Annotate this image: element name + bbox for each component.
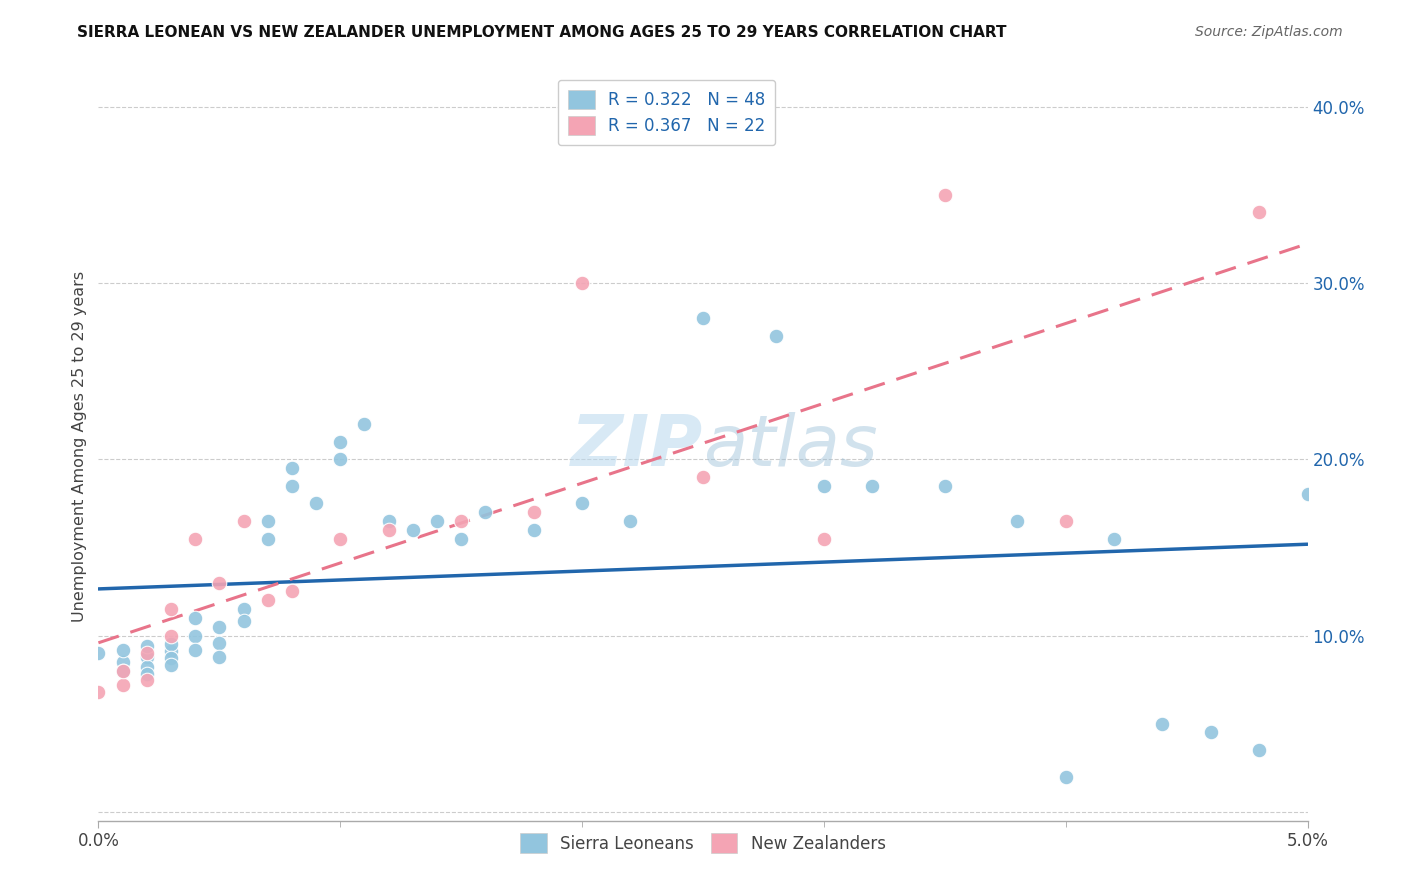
Point: [208, 620, 231, 634]
Point: [184, 628, 207, 642]
Point: [1152, 716, 1174, 731]
Point: [571, 496, 593, 510]
Point: [329, 434, 352, 449]
Point: [1054, 770, 1077, 784]
Point: [111, 655, 134, 669]
Point: [135, 649, 157, 664]
Point: [160, 628, 183, 642]
Point: [111, 664, 134, 678]
Point: [1249, 743, 1271, 757]
Point: [692, 470, 714, 484]
Point: [160, 644, 183, 658]
Point: [87, 646, 110, 660]
Point: [160, 651, 183, 665]
Point: [402, 523, 425, 537]
Legend: Sierra Leoneans, New Zealanders: Sierra Leoneans, New Zealanders: [512, 825, 894, 861]
Y-axis label: Unemployment Among Ages 25 to 29 years: Unemployment Among Ages 25 to 29 years: [72, 270, 87, 622]
Point: [692, 311, 714, 326]
Point: [934, 478, 956, 492]
Point: [765, 328, 787, 343]
Point: [256, 532, 278, 546]
Point: [353, 417, 375, 431]
Point: [329, 532, 352, 546]
Point: [232, 615, 254, 629]
Point: [160, 637, 183, 651]
Point: [135, 639, 157, 653]
Point: [1249, 205, 1271, 219]
Point: [1054, 514, 1077, 528]
Point: [426, 514, 449, 528]
Point: [934, 187, 956, 202]
Point: [523, 523, 546, 537]
Point: [377, 523, 399, 537]
Point: [329, 452, 352, 467]
Point: [377, 514, 399, 528]
Point: [860, 478, 883, 492]
Point: [450, 532, 472, 546]
Point: [208, 649, 231, 664]
Point: [813, 478, 835, 492]
Point: [184, 611, 207, 625]
Point: [111, 664, 134, 678]
Point: [281, 584, 304, 599]
Point: [256, 593, 278, 607]
Point: [474, 505, 496, 519]
Point: [281, 478, 304, 492]
Point: [135, 673, 157, 687]
Point: [135, 646, 157, 660]
Text: SIERRA LEONEAN VS NEW ZEALANDER UNEMPLOYMENT AMONG AGES 25 TO 29 YEARS CORRELATI: SIERRA LEONEAN VS NEW ZEALANDER UNEMPLOY…: [77, 25, 1007, 40]
Point: [111, 678, 134, 692]
Point: [450, 514, 472, 528]
Point: [160, 602, 183, 616]
Point: [160, 658, 183, 673]
Point: [1007, 514, 1029, 528]
Point: [619, 514, 641, 528]
Point: [208, 575, 231, 590]
Point: [305, 496, 328, 510]
Point: [111, 642, 134, 657]
Point: [87, 685, 110, 699]
Point: [232, 514, 254, 528]
Text: Source: ZipAtlas.com: Source: ZipAtlas.com: [1195, 25, 1343, 39]
Point: [571, 276, 593, 290]
Point: [523, 505, 546, 519]
Text: ZIP: ZIP: [571, 411, 703, 481]
Point: [1102, 532, 1125, 546]
Point: [813, 532, 835, 546]
Point: [232, 602, 254, 616]
Text: atlas: atlas: [703, 411, 877, 481]
Point: [184, 642, 207, 657]
Point: [135, 667, 157, 681]
Point: [281, 461, 304, 475]
Point: [256, 514, 278, 528]
Point: [1296, 487, 1319, 501]
Point: [184, 532, 207, 546]
Point: [208, 635, 231, 649]
Point: [1199, 725, 1222, 739]
Point: [135, 660, 157, 674]
